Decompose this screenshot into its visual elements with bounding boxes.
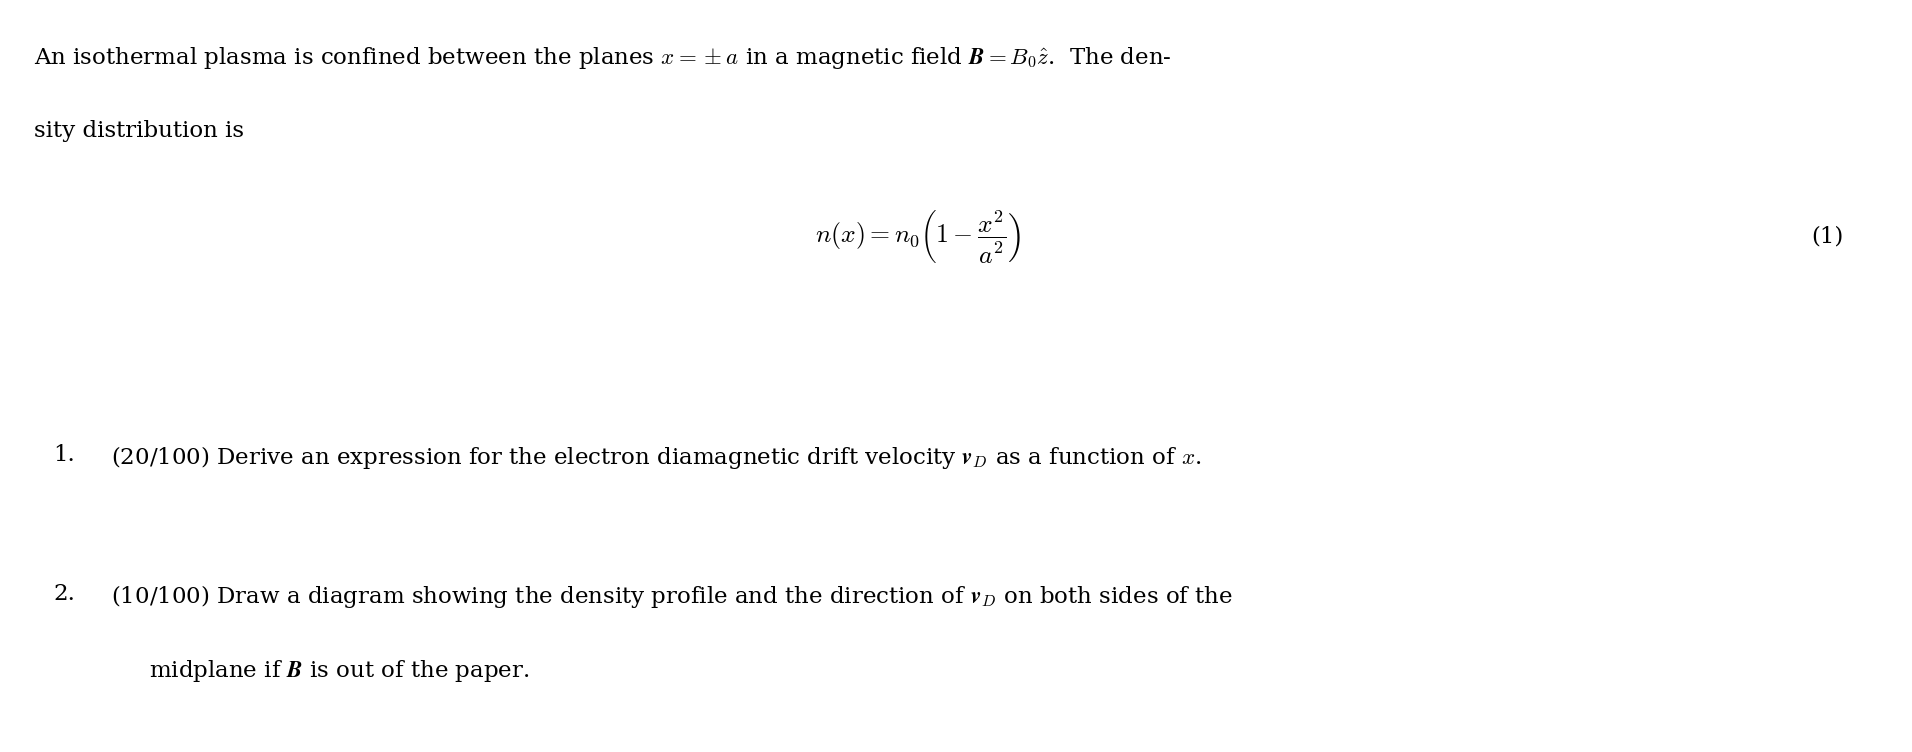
Text: (10/100) Draw a diagram showing the density profile and the direction of $\bolds: (10/100) Draw a diagram showing the dens… (111, 583, 1233, 610)
Text: (20/100) Derive an expression for the electron diamagnetic drift velocity $\bold: (20/100) Derive an expression for the el… (111, 444, 1201, 471)
Text: midplane if $\boldsymbol{B}$ is out of the paper.: midplane if $\boldsymbol{B}$ is out of t… (149, 658, 530, 684)
Text: 2.: 2. (54, 583, 75, 605)
Text: 1.: 1. (54, 444, 75, 465)
Text: An isothermal plasma is confined between the planes $x = \pm a$ in a magnetic fi: An isothermal plasma is confined between… (34, 45, 1172, 71)
Text: sity distribution is: sity distribution is (34, 120, 245, 142)
Text: (1): (1) (1811, 226, 1843, 248)
Text: $n(x) = n_0\left(1 - \dfrac{x^2}{a^2}\right)$: $n(x) = n_0\left(1 - \dfrac{x^2}{a^2}\ri… (815, 208, 1021, 265)
